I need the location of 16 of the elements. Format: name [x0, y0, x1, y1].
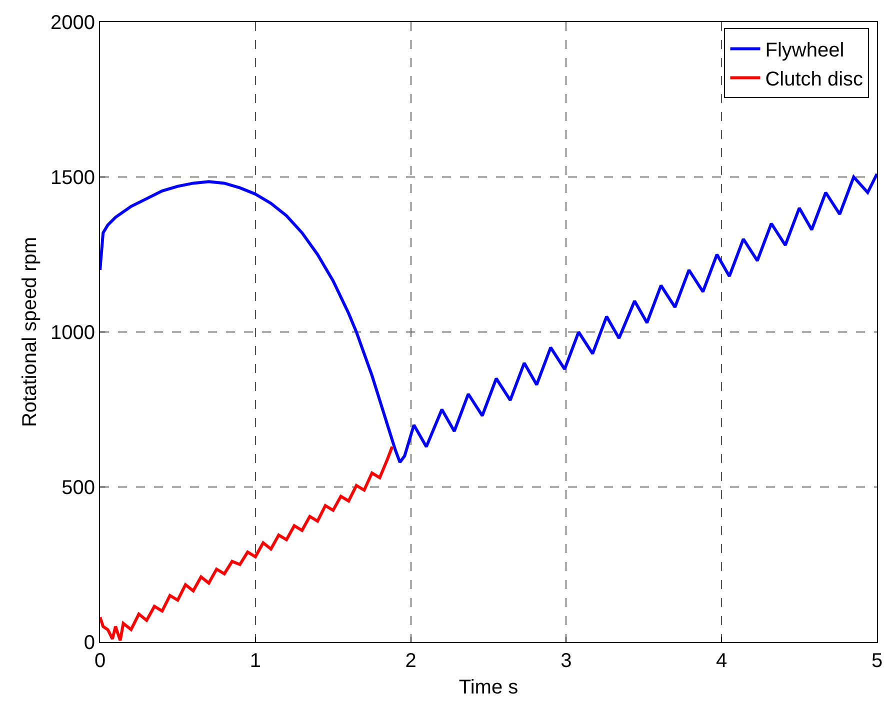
x-tick-label: 5 [871, 650, 883, 672]
legend-label: Flywheel [765, 40, 844, 62]
y-tick-label: 1000 [50, 322, 95, 344]
y-tick-label: 0 [84, 632, 95, 654]
y-tick-label: 500 [62, 477, 95, 499]
y-tick-label: 2000 [50, 12, 95, 34]
x-axis-title: Time s [458, 676, 518, 698]
x-tick-label: 2 [405, 650, 416, 672]
x-tick-label: 4 [716, 650, 728, 672]
x-tick-label: 3 [560, 650, 572, 672]
x-tick-label: 1 [250, 650, 261, 672]
line-series [100, 445, 394, 642]
y-tick-label: 1500 [50, 167, 95, 189]
y-axis-title: Rotational speed rpm [19, 236, 41, 428]
line-series [100, 172, 877, 464]
legend-label: Clutch disc [765, 68, 864, 90]
